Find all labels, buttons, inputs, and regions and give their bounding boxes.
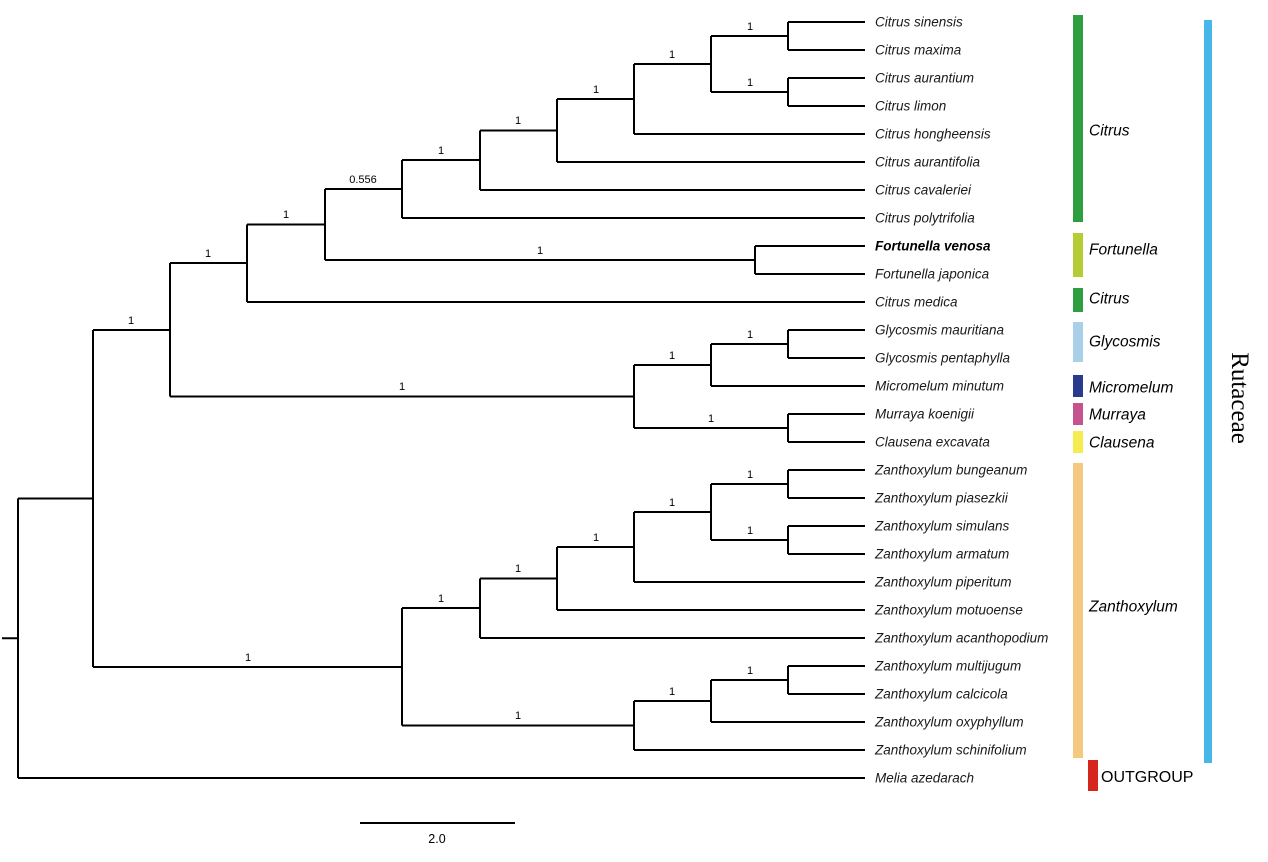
genus-label: Citrus bbox=[1089, 291, 1130, 308]
support-value: 1 bbox=[747, 469, 753, 481]
support-value: 1 bbox=[747, 21, 753, 33]
support-value: 1 bbox=[283, 209, 289, 221]
genus-bar bbox=[1073, 322, 1083, 362]
support-value: 1 bbox=[747, 77, 753, 89]
genus-label: Citrus bbox=[1089, 123, 1130, 140]
tip-labels-group: Citrus sinensis Citrus maxima Citrus auran… bbox=[874, 15, 1048, 786]
genus-bar bbox=[1073, 15, 1083, 222]
genus-label: Fortunella bbox=[1089, 242, 1158, 259]
tip-label: Citrus maxima bbox=[875, 43, 962, 58]
support-value: 1 bbox=[669, 686, 675, 698]
tip-label: Zanthoxylum schinifolium bbox=[874, 743, 1027, 758]
genus-bars-group: Citrus Fortunella Citrus Glycosmis Micromelu… bbox=[1073, 15, 1178, 758]
tip-label: Citrus aurantium bbox=[875, 71, 974, 86]
support-value: 1 bbox=[438, 145, 444, 157]
tip-label: Murraya koenigii bbox=[875, 407, 975, 422]
tip-label: Citrus hongheensis bbox=[875, 127, 991, 142]
support-value: 1 bbox=[708, 413, 714, 425]
support-value: 1 bbox=[593, 532, 599, 544]
outgroup-bar bbox=[1088, 760, 1098, 791]
tip-label: Citrus medica bbox=[875, 295, 958, 310]
support-value: 1 bbox=[515, 563, 521, 575]
tree-branches-group bbox=[2, 21, 865, 779]
support-value: 1 bbox=[593, 84, 599, 96]
support-value: 1 bbox=[669, 350, 675, 362]
genus-label: Glycosmis bbox=[1089, 334, 1161, 351]
scale-bar-label: 2.0 bbox=[428, 832, 445, 846]
tip-label: Citrus aurantifolia bbox=[875, 155, 981, 170]
scale-bar-group: 2.0 bbox=[360, 822, 515, 846]
genus-label: Murraya bbox=[1089, 407, 1146, 424]
support-value: 1 bbox=[245, 652, 251, 664]
genus-label: Micromelum bbox=[1089, 380, 1173, 397]
support-value: 1 bbox=[747, 329, 753, 341]
support-value: 1 bbox=[747, 525, 753, 537]
tip-label: Zanthoxylum multijugum bbox=[874, 659, 1021, 674]
tip-label: Zanthoxylum motuoense bbox=[874, 603, 1023, 618]
tip-label: Zanthoxylum piperitum bbox=[874, 575, 1012, 590]
genus-bar bbox=[1073, 375, 1083, 397]
support-value: 1 bbox=[128, 315, 134, 327]
tip-label: Zanthoxylum calcicola bbox=[874, 687, 1008, 702]
support-value: 1 bbox=[747, 665, 753, 677]
genus-label: Clausena bbox=[1089, 435, 1155, 452]
tip-label: Glycosmis pentaphylla bbox=[875, 351, 1011, 366]
support-value: 1 bbox=[438, 593, 444, 605]
tip-label: Clausena excavata bbox=[875, 435, 990, 450]
support-values-group: 1 1 1 1 1 1 0.556 1 1 1 1 1 1 1 1 1 1 1 1 1 1 1 1 1 1 bbox=[128, 21, 753, 722]
tip-label: Citrus polytrifolia bbox=[875, 211, 975, 226]
tip-label: Glycosmis mauritiana bbox=[875, 323, 1005, 338]
support-value: 1 bbox=[669, 497, 675, 509]
support-value: 1 bbox=[399, 381, 405, 393]
support-value: 0.556 bbox=[349, 174, 377, 186]
tip-label: Citrus sinensis bbox=[875, 15, 963, 30]
genus-bar bbox=[1073, 463, 1083, 758]
support-value: 1 bbox=[515, 710, 521, 722]
tip-label: Micromelum minutum bbox=[875, 379, 1004, 394]
family-bar-group: Rutaceae bbox=[1204, 20, 1253, 763]
genus-bar bbox=[1073, 403, 1083, 425]
tip-label: Zanthoxylum bungeanum bbox=[874, 463, 1027, 478]
tip-label: Melia azedarach bbox=[875, 771, 974, 786]
genus-bar bbox=[1073, 288, 1083, 312]
tip-label: Zanthoxylum acanthopodium bbox=[874, 631, 1048, 646]
tip-label: Fortunella japonica bbox=[875, 267, 990, 282]
tip-label: Zanthoxylum armatum bbox=[874, 547, 1009, 562]
tip-label: Zanthoxylum oxyphyllum bbox=[874, 715, 1024, 730]
tip-label: Citrus limon bbox=[875, 99, 946, 114]
genus-label: Zanthoxylum bbox=[1088, 599, 1178, 616]
genus-bar bbox=[1073, 431, 1083, 453]
support-value: 1 bbox=[669, 49, 675, 61]
tip-label: Zanthoxylum simulans bbox=[874, 519, 1010, 534]
tip-label: Zanthoxylum piasezkii bbox=[874, 491, 1009, 506]
genus-bar bbox=[1073, 233, 1083, 277]
support-value: 1 bbox=[205, 248, 211, 260]
tip-label: Fortunella venosa bbox=[875, 239, 991, 254]
family-label: Rutaceae bbox=[1226, 352, 1253, 444]
family-bar bbox=[1204, 20, 1212, 763]
tip-label: Citrus cavaleriei bbox=[875, 183, 972, 198]
outgroup-group: OUTGROUP bbox=[1088, 760, 1193, 791]
support-value: 1 bbox=[515, 115, 521, 127]
outgroup-label: OUTGROUP bbox=[1101, 769, 1193, 786]
support-value: 1 bbox=[537, 245, 543, 257]
